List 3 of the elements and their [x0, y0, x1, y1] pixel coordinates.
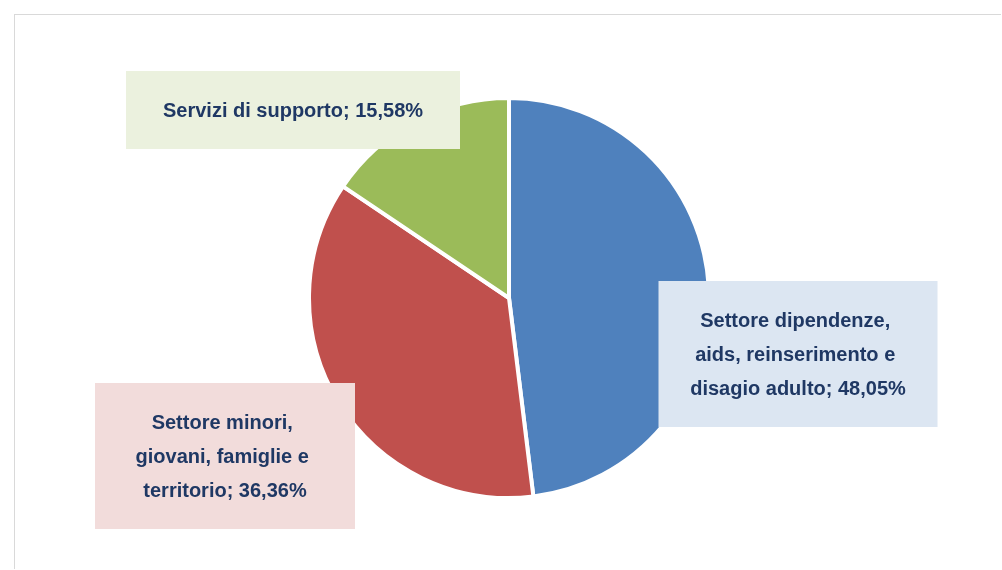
- slice-label: Settore dipendenze, aids, reinserimento e disagio adulto; 48,05%: [690, 309, 907, 399]
- slice-label: Servizi di supporto; 15,58%: [162, 99, 424, 121]
- slice-label: Settore minori, giovani, famiglie e territorio; 36,36%: [135, 411, 315, 501]
